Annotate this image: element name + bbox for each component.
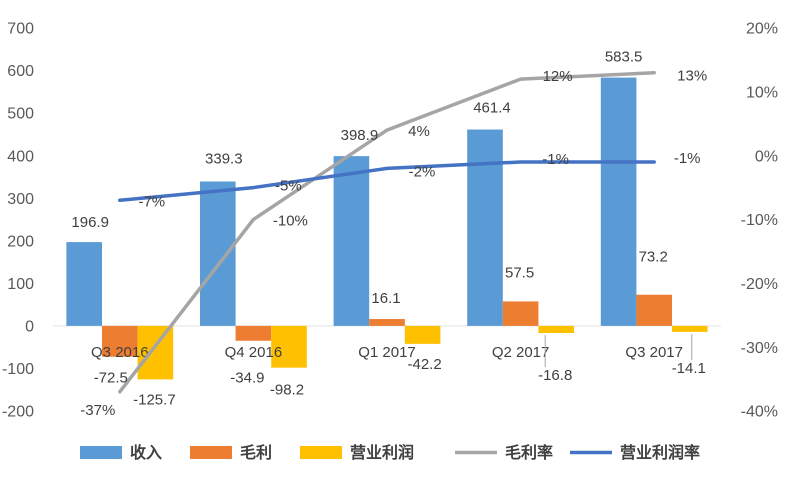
data-label-revenue: 461.4 [473, 100, 511, 117]
category-label: Q3 2017 [625, 344, 683, 361]
data-label-operating-profit: -42.2 [407, 356, 441, 373]
bar-gross-profit [636, 294, 672, 326]
left-axis-tick-label: 600 [7, 63, 34, 80]
left-axis-tick-label: -100 [2, 361, 34, 378]
legend-swatch-gross-profit [190, 446, 232, 459]
category-label: Q4 2016 [225, 344, 283, 361]
data-label-operating-margin: -5% [275, 178, 302, 195]
legend-label-gross-margin: 毛利率 [505, 443, 553, 462]
data-label-operating-profit: -98.2 [270, 382, 304, 399]
legend-label-revenue: 收入 [130, 443, 162, 462]
data-label-revenue: 583.5 [605, 49, 643, 66]
data-label-gross-margin: -37% [80, 402, 115, 419]
bar-revenue [600, 77, 637, 326]
bar-gross-profit [235, 325, 272, 341]
data-label-operating-margin: -1% [674, 150, 701, 167]
data-label-gross-margin: 12% [543, 68, 573, 85]
right-y-axis: 20% 10% 0% -10% -20% -30% -40% [741, 21, 778, 421]
legend-item-operating-profit: 营业利润 [300, 443, 414, 462]
legend-label-gross-profit: 毛利 [240, 443, 272, 462]
data-label-operating-margin: -7% [138, 193, 165, 210]
legend: 收入 毛利 营业利润 毛利率 营业利润率 [80, 443, 700, 462]
data-label-operating-profit: -14.1 [672, 360, 706, 377]
data-labels: 196.9 339.3 398.9 461.4 583.5 -72.5 -34.9 16.1 5… [71, 49, 707, 419]
bar-revenue [200, 181, 236, 326]
left-axis-tick-label: -200 [2, 404, 34, 421]
legend-label-operating-margin: 营业利润率 [620, 443, 700, 462]
data-label-gross-profit: 57.5 [505, 264, 534, 281]
right-axis-tick-label: -40% [741, 404, 778, 421]
category-label: Q2 2017 [492, 344, 550, 361]
data-label-revenue: 196.9 [71, 214, 109, 231]
category-label: Q1 2017 [358, 344, 416, 361]
legend-item-operating-margin: 营业利润率 [570, 443, 700, 462]
line-series [118, 70, 656, 394]
right-axis-tick-label: 20% [746, 21, 778, 38]
data-label-revenue: 339.3 [205, 150, 243, 167]
data-label-gross-profit: -34.9 [230, 370, 264, 387]
right-axis-tick-label: -30% [741, 340, 778, 357]
data-label-operating-profit: -125.7 [133, 391, 176, 408]
data-label-gross-margin: -10% [273, 213, 308, 230]
legend-swatch-operating-profit [300, 446, 342, 459]
bar-revenue [467, 129, 503, 326]
bar-gross-profit [502, 301, 539, 326]
data-label-gross-margin: 4% [408, 123, 430, 140]
category-label: Q3 2016 [91, 344, 149, 361]
data-label-gross-margin: 13% [677, 68, 707, 85]
left-y-axis: 700 600 500 400 300 200 100 0 -100 -200 [2, 21, 34, 421]
left-axis-tick-label: 400 [7, 148, 34, 165]
bar-revenue [66, 242, 102, 326]
right-axis-tick-label: 0% [755, 148, 778, 165]
legend-item-revenue: 收入 [80, 443, 162, 462]
bar-operating-profit [271, 325, 307, 368]
left-axis-tick-label: 300 [7, 191, 34, 208]
left-axis-tick-label: 500 [7, 106, 34, 123]
legend-label-operating-profit: 营业利润 [350, 443, 414, 462]
left-axis-tick-label: 200 [7, 233, 34, 250]
bar-gross-profit [369, 319, 405, 326]
bar-operating-profit [404, 325, 441, 344]
data-label-operating-margin: -2% [409, 163, 436, 180]
data-label-revenue: 398.9 [341, 127, 379, 144]
left-axis-tick-label: 700 [7, 21, 34, 38]
legend-item-gross-margin: 毛利率 [455, 443, 553, 462]
left-axis-tick-label: 0 [25, 318, 34, 335]
bar-operating-profit [137, 325, 174, 380]
data-label-gross-profit: 16.1 [371, 290, 400, 307]
data-label-gross-profit: -72.5 [94, 370, 128, 387]
bar-revenue [333, 156, 370, 326]
category-labels: Q3 2016 Q4 2016 Q1 2017 Q2 2017 Q3 2017 [91, 344, 683, 361]
right-axis-tick-label: -10% [741, 212, 778, 229]
left-axis-tick-label: 100 [7, 276, 34, 293]
bar-operating-profit [672, 325, 708, 332]
legend-swatch-revenue [80, 446, 122, 459]
line-operating-margin [118, 160, 656, 203]
data-label-gross-profit: 73.2 [639, 249, 668, 266]
bar-operating-profit [538, 325, 574, 334]
bar-gross-profit [102, 325, 138, 357]
data-label-operating-margin: -1% [542, 151, 569, 168]
legend-item-gross-profit: 毛利 [190, 443, 272, 462]
right-axis-tick-label: -20% [741, 276, 778, 293]
data-label-operating-profit: -16.8 [538, 367, 572, 384]
right-axis-tick-label: 10% [746, 84, 778, 101]
line-gross-margin [118, 70, 656, 394]
label-leader-lines [544, 333, 693, 368]
